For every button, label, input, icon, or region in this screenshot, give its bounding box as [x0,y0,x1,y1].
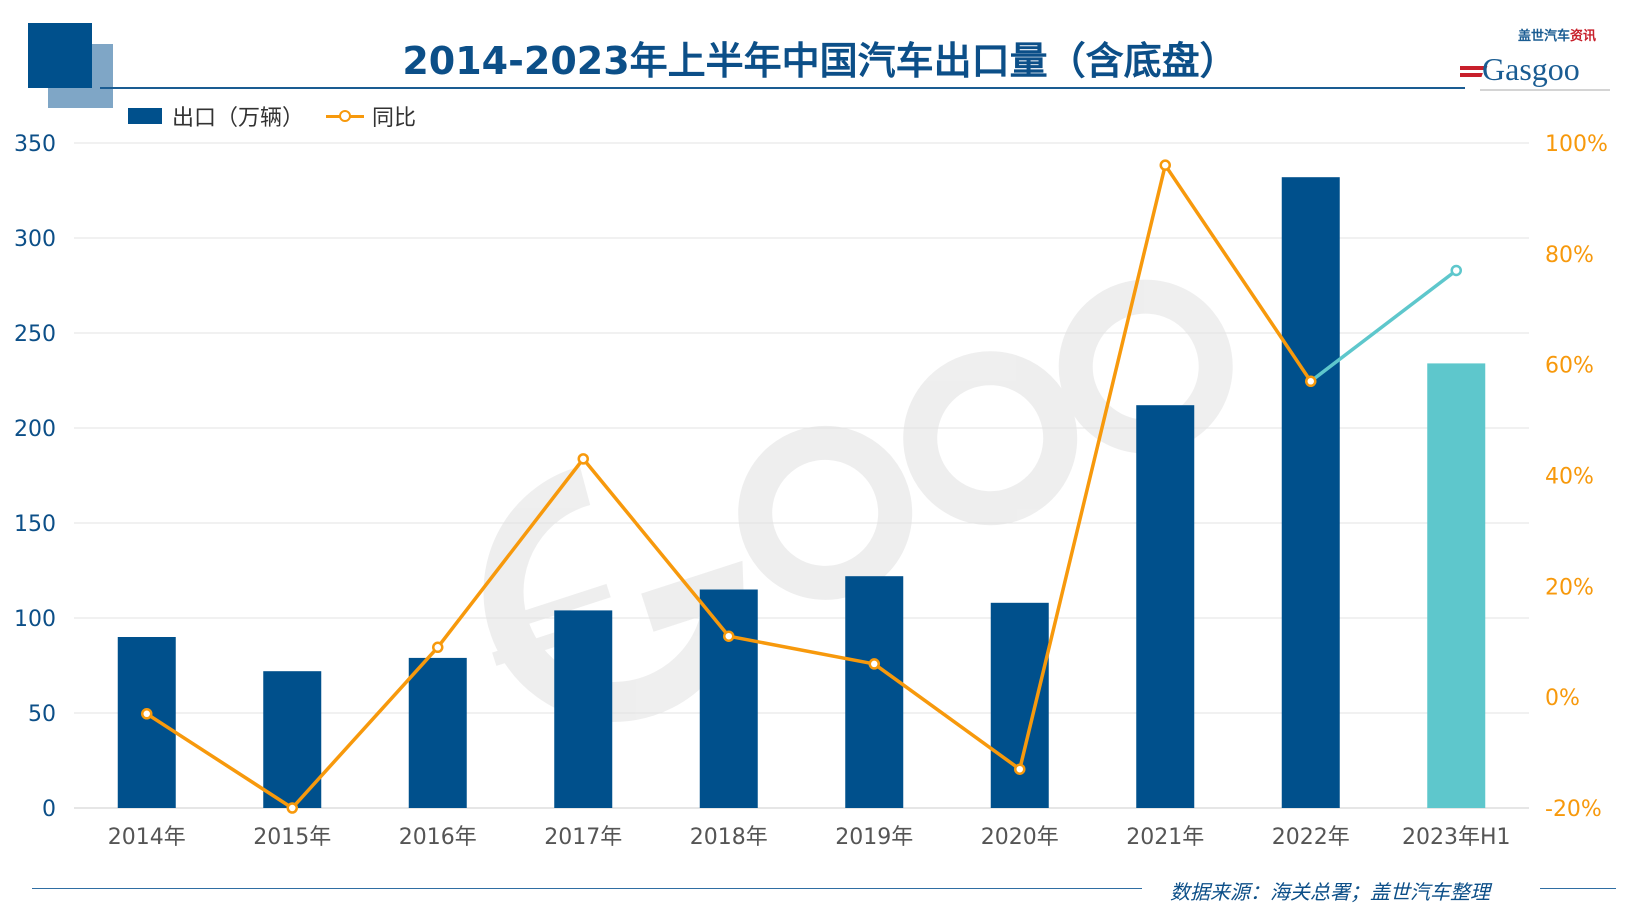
x-tick-label: 2019年 [835,825,913,850]
y-right-tick-label: 60% [1545,354,1594,379]
line-point-2021年 [1159,159,1171,171]
x-tick-label: 2015年 [253,825,331,850]
line-segment [290,646,440,810]
y-left-tick-label: 50 [28,702,56,727]
line-point-2019年 [868,658,880,670]
x-tick-label: 2014年 [108,825,186,850]
line-point-2022年 [1305,375,1317,388]
y-right-tick-label: -20% [1545,797,1602,822]
line-segment [728,634,875,666]
line-point-2020年 [1014,763,1026,775]
line-point-2023年H1 [1450,264,1462,277]
line-point-2014年 [141,708,153,720]
line-segment [436,457,585,649]
decoration-square [28,23,92,88]
y-right-tick-label: 40% [1545,465,1594,490]
x-tick-label: 2020年 [981,825,1059,850]
logo-en-text: Gasgoo [1482,51,1580,87]
source-divider [32,888,1142,889]
line-point-2016年 [432,641,444,654]
y-left-tick-label: 100 [14,607,56,632]
chart-title: 2014-2023年上半年中国汽车出口量（含底盘） [402,39,1238,83]
logo-cn-text: 盖世汽车资讯 [1518,28,1596,44]
bar-2014年 [117,637,176,808]
legend-bar-swatch [128,108,162,124]
bar-2020年 [990,602,1049,808]
y-left-tick-label: 250 [14,322,56,347]
line-point-2015年 [286,802,298,814]
y-left-tick-label: 350 [14,132,56,157]
x-tick-label: 2023年H1 [1402,825,1511,850]
y-left-tick-label: 300 [14,227,56,252]
title-divider [100,87,1465,89]
line-point-2017年 [577,453,589,465]
line-segment [145,712,294,810]
bar-2022年 [1281,177,1340,808]
bar-2018年 [699,589,758,808]
line-segment [581,457,731,638]
gasgoo-logo: 盖世汽车资讯 Gasgoo [1460,28,1610,91]
y-right-tick-label: 0% [1545,686,1580,711]
x-tick-label: 2016年 [399,825,477,850]
line-segment [873,662,1021,771]
legend: 出口（万辆） 同比 [128,100,416,132]
y-right-tick-label: 80% [1545,243,1594,268]
line-segment [1309,269,1458,383]
x-tick-label: 2018年 [690,825,768,850]
y-right-tick-label: 20% [1545,575,1594,600]
y-right-tick-label: 100% [1545,132,1608,157]
y-left-tick-label: 200 [14,417,56,442]
x-tick-label: 2022年 [1272,825,1350,850]
bar-2017年 [554,610,613,808]
bar-2021年 [1136,405,1195,808]
x-tick-label: 2017年 [544,825,622,850]
bar-2016年 [408,657,467,808]
x-tick-label: 2021年 [1126,825,1204,850]
legend-bar-label: 出口（万辆） [172,106,305,131]
legend-line-label: 同比 [372,106,417,131]
source-divider [1540,888,1616,889]
line-segment [1163,164,1313,383]
source-note: 数据来源：海关总署；盖世汽车整理 [1170,880,1490,904]
y-left-tick-label: 150 [14,512,56,537]
y-left-tick-label: 0 [42,797,56,822]
bar-2023年H1 [1427,363,1486,808]
bar-2019年 [845,576,904,808]
line-segment [1018,164,1167,770]
line-point-2018年 [723,630,735,642]
legend-line-swatch [326,109,365,122]
